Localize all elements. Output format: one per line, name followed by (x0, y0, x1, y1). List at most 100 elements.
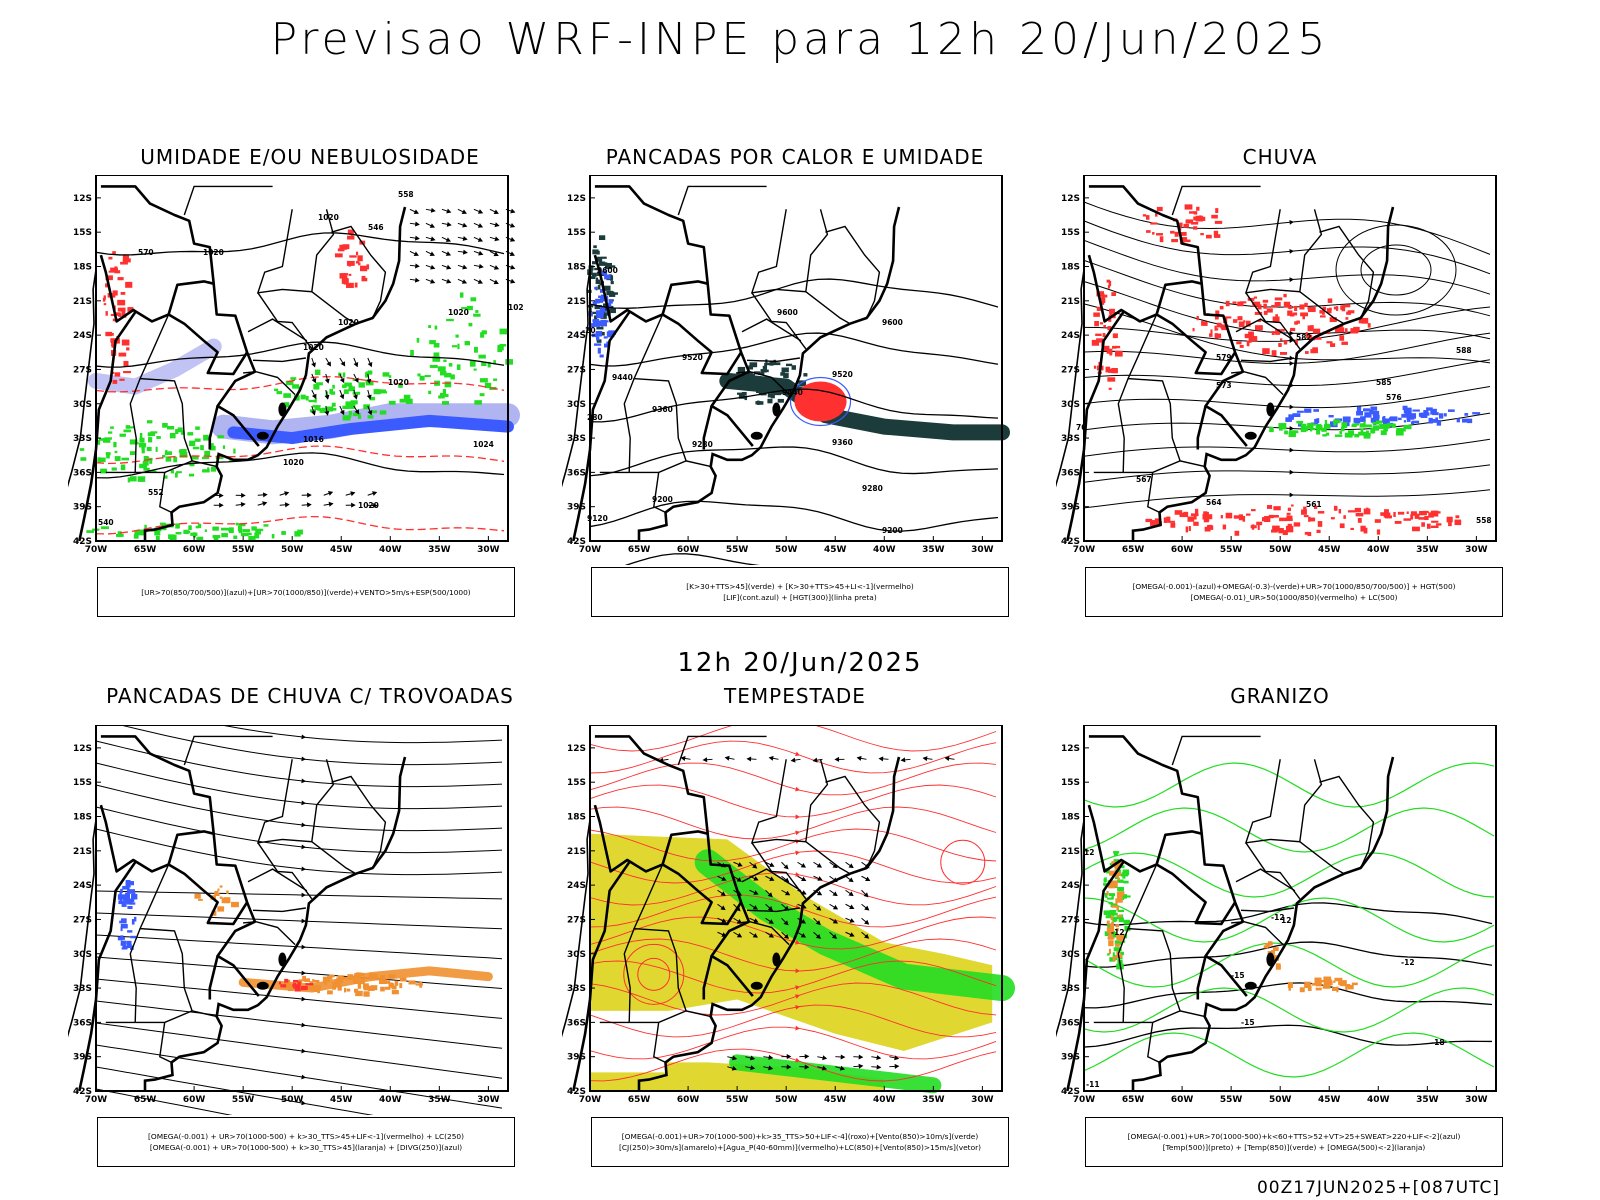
field-speck (1302, 314, 1306, 320)
legend-umidade: [UR>70(850/700/500)](azul)+[UR>70(1000/8… (97, 567, 515, 617)
field-speck (1319, 315, 1326, 318)
field-speck (598, 295, 603, 299)
field-speck (121, 902, 127, 907)
wind-arrowhead (783, 864, 789, 870)
field-speck (1222, 524, 1227, 530)
field-speck (334, 253, 343, 258)
lat-tick-label: 33S (567, 434, 586, 444)
field-speck (399, 978, 405, 982)
field-speck (596, 311, 604, 315)
field-speck (791, 365, 796, 370)
wind-arrowhead (327, 491, 334, 496)
streamline-arrow (1289, 330, 1294, 336)
field-speck (352, 378, 355, 381)
field-speck (798, 380, 807, 387)
field-speck (329, 388, 334, 394)
state-border (256, 759, 335, 844)
field-speck (313, 980, 320, 983)
wind-arrowhead (372, 491, 378, 496)
field-speck (1100, 297, 1106, 304)
field-speck (738, 393, 745, 399)
field-speck (368, 973, 372, 979)
field-speck (1397, 511, 1405, 515)
field-speck (391, 989, 399, 995)
lagoa-dos-patos (772, 952, 781, 967)
field-speck (302, 975, 306, 982)
lon-tick-label: 50W (281, 545, 304, 555)
wind-arrowhead (822, 1055, 828, 1061)
country-border (594, 735, 754, 997)
field-speck (164, 475, 168, 479)
field-speck (746, 387, 753, 391)
field-speck (1423, 410, 1429, 413)
field-speck (1345, 984, 1348, 991)
field-speck (1193, 216, 1197, 221)
field-speck (287, 985, 294, 992)
field-speck (1361, 317, 1369, 324)
lon-tick-label: 30W (1465, 545, 1488, 555)
lat-tick-label: 18S (73, 813, 92, 823)
field-speck (745, 380, 751, 387)
wind-arrowhead (849, 932, 855, 937)
field-speck (744, 395, 748, 401)
field-speck (1273, 506, 1281, 511)
field-speck (139, 437, 145, 443)
field-speck (80, 457, 87, 461)
contour-label: -15 (1241, 1018, 1255, 1027)
field-speck (1325, 980, 1333, 986)
field-speck (1269, 426, 1274, 433)
field-speck (1275, 314, 1279, 317)
wind-arrowhead (478, 263, 484, 269)
lat-tick-label: 33S (73, 434, 92, 444)
field-speck (437, 366, 446, 372)
country-border (1155, 863, 1237, 926)
state-border (737, 920, 790, 946)
field-speck (159, 522, 166, 525)
field-speck (237, 526, 242, 532)
field-speck (1402, 405, 1408, 411)
field-speck (1426, 523, 1431, 529)
field-speck (487, 361, 491, 368)
lat-tick-label: 18S (73, 263, 92, 273)
wind-arrowhead (849, 904, 855, 910)
wind-arrowhead (878, 756, 884, 762)
streamline-arrow (301, 892, 306, 898)
field-speck (1305, 332, 1308, 335)
field-speck (1107, 897, 1114, 900)
contour-label: 1020 (358, 501, 379, 510)
streamline-arrow (1289, 277, 1294, 283)
field-speck (292, 384, 300, 389)
state-border (243, 920, 296, 946)
field-speck (348, 273, 352, 276)
field-speck (162, 423, 168, 428)
state-border (751, 842, 807, 900)
lat-tick-label: 36S (73, 468, 92, 478)
field-speck (352, 412, 361, 417)
field-speck (729, 380, 737, 385)
field-speck (358, 262, 361, 266)
field-speck (187, 432, 194, 436)
field-speck (1225, 512, 1233, 519)
field-speck (1110, 881, 1118, 887)
contour-label: -15 (1231, 971, 1245, 980)
field-speck (1267, 505, 1273, 509)
field-speck (1330, 517, 1335, 520)
field-speck (1283, 301, 1291, 308)
field-speck (1340, 305, 1345, 310)
field-speck (342, 405, 349, 410)
field-speck (1115, 924, 1120, 928)
field-speck (130, 476, 137, 482)
streamline-arrow (1289, 404, 1294, 410)
field-speck (405, 398, 413, 405)
lagoa-dos-patos (278, 402, 287, 417)
lat-tick-label: 27S (73, 915, 92, 925)
field-speck (240, 532, 249, 537)
field-speck (217, 435, 224, 439)
wind-arrowhead (768, 1065, 774, 1071)
field-speck (1321, 309, 1325, 315)
field-speck (1239, 344, 1244, 348)
field-speck (1403, 407, 1412, 414)
wind-arrowhead (944, 756, 950, 761)
field-speck (1191, 221, 1199, 225)
